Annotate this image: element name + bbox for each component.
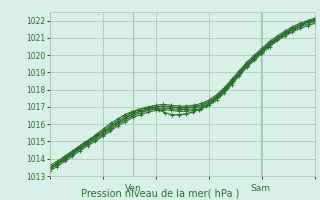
Text: Pression niveau de la mer( hPa ): Pression niveau de la mer( hPa ) xyxy=(81,188,239,198)
Text: Sam: Sam xyxy=(251,184,271,193)
Text: Ven: Ven xyxy=(125,184,142,193)
